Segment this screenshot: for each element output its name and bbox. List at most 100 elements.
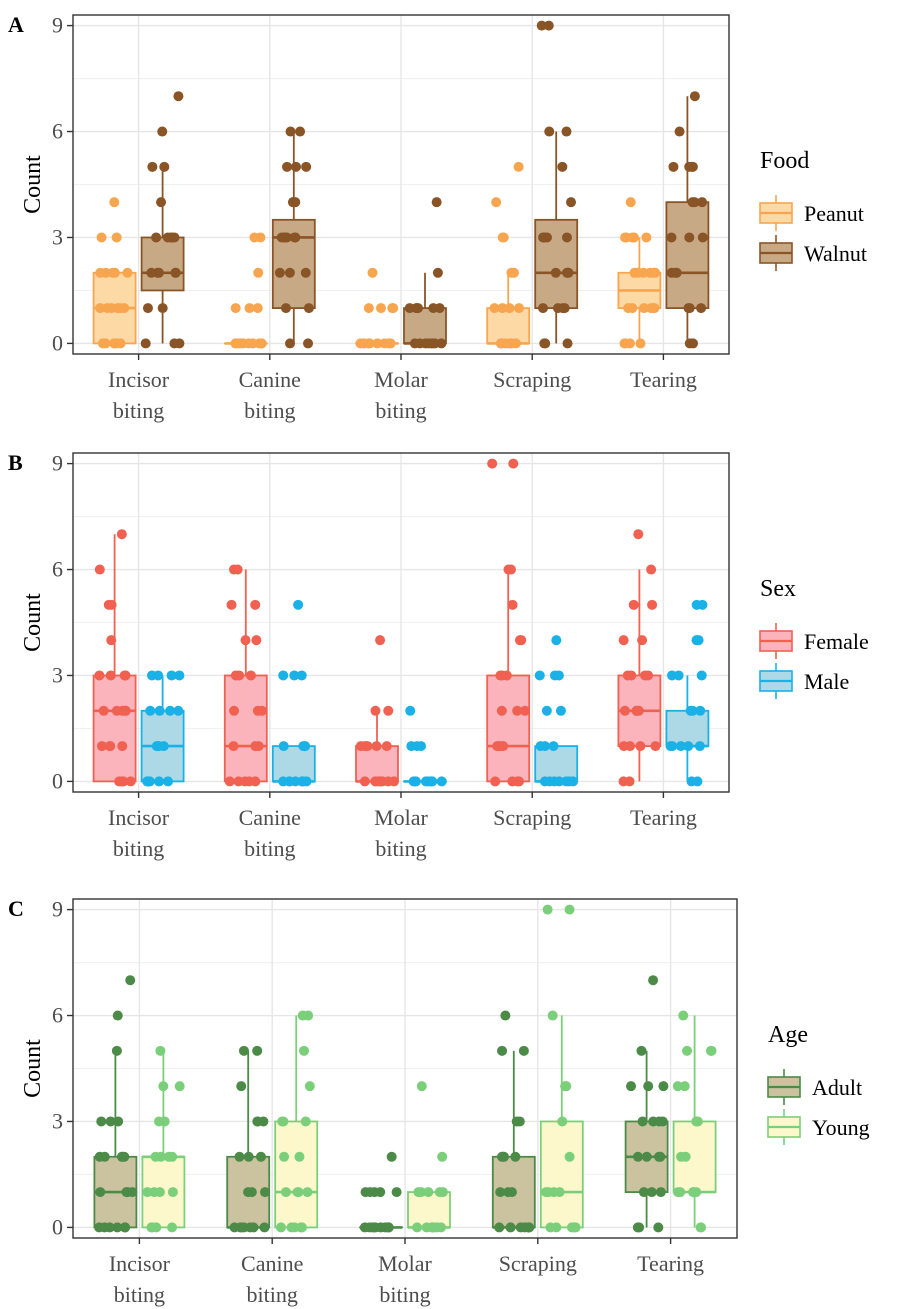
x-tick-label-line: Tearing — [637, 1251, 704, 1276]
data-point — [534, 670, 545, 681]
data-point — [561, 126, 572, 137]
panel-B: 0 3 6 9 Incisor biting Canine biting Molar biting… — [8, 450, 869, 861]
data-point — [155, 1045, 166, 1056]
x-tick-label-line: Canine — [241, 1251, 303, 1276]
data-point — [523, 1222, 534, 1233]
data-point — [498, 741, 509, 752]
data-point — [151, 232, 162, 243]
x-tick-label-line: Tearing — [630, 367, 697, 392]
data-point — [672, 1081, 683, 1092]
data-point — [487, 458, 498, 469]
data-point — [539, 776, 550, 787]
data-point — [96, 741, 107, 752]
data-point — [284, 267, 295, 278]
data-point — [568, 776, 579, 787]
data-point — [289, 670, 300, 681]
data-point — [618, 741, 629, 752]
data-point — [105, 741, 116, 752]
data-point — [255, 1151, 266, 1162]
data-point — [251, 635, 262, 646]
data-point — [296, 670, 307, 681]
x-tick-label-line: Scraping — [493, 367, 571, 392]
data-point — [671, 267, 682, 278]
data-point — [299, 1045, 310, 1056]
x-tick-label-line: biting — [114, 1282, 165, 1307]
box-A-walnut-2 — [403, 197, 447, 349]
x-tick-label: Molar biting — [374, 367, 428, 423]
data-point — [511, 1116, 522, 1127]
data-point — [538, 303, 549, 314]
data-point — [279, 1151, 290, 1162]
legend-label: Male — [804, 669, 849, 694]
data-point — [153, 670, 164, 681]
data-point — [98, 705, 109, 716]
data-point — [383, 338, 394, 349]
data-point — [111, 705, 122, 716]
data-point — [375, 1187, 386, 1198]
data-point — [113, 1116, 124, 1127]
data-point — [371, 741, 382, 752]
x-tick-label-line: biting — [244, 836, 295, 861]
data-point — [684, 232, 695, 243]
data-point — [95, 1187, 106, 1198]
data-point — [232, 564, 243, 575]
data-point — [292, 1187, 303, 1198]
data-point — [114, 303, 125, 314]
data-point — [646, 564, 657, 575]
data-point — [519, 705, 530, 716]
data-point — [157, 303, 168, 314]
x-tick-label-line: Scraping — [499, 1251, 577, 1276]
data-point — [375, 303, 386, 314]
data-point — [243, 338, 254, 349]
data-point — [229, 1222, 240, 1233]
legend-key-adult — [767, 1069, 801, 1105]
data-point — [641, 232, 652, 243]
legend-key-peanut — [759, 195, 793, 231]
data-point — [154, 1116, 165, 1127]
box-body — [140, 236, 185, 292]
legend-label: Adult — [812, 1075, 862, 1100]
data-point — [165, 232, 176, 243]
x-tick-label-line: Incisor — [109, 1251, 171, 1276]
data-point — [491, 197, 502, 208]
x-tick-label: Incisor biting — [108, 805, 170, 861]
data-point — [657, 1116, 668, 1127]
box-A-peanut-2 — [355, 267, 399, 349]
box-C-adult-3 — [491, 1010, 536, 1233]
box-A-peanut-1 — [223, 232, 268, 349]
y-axis-title: Count — [20, 155, 46, 214]
data-point — [245, 670, 256, 681]
data-point — [383, 705, 394, 716]
data-point — [159, 161, 170, 172]
x-tick-label-line: biting — [113, 398, 164, 423]
data-point — [383, 1222, 394, 1233]
data-point — [300, 1116, 311, 1127]
data-point — [274, 267, 285, 278]
data-point — [562, 338, 573, 349]
data-point — [278, 741, 289, 752]
data-point — [497, 1045, 508, 1056]
data-point — [170, 267, 181, 278]
x-tick-label-line: Incisor — [108, 367, 170, 392]
data-point — [252, 1045, 263, 1056]
data-point — [636, 1045, 647, 1056]
data-point — [246, 1187, 257, 1198]
data-point — [109, 267, 120, 278]
data-point — [97, 338, 108, 349]
box-body — [534, 745, 579, 783]
data-point — [234, 670, 245, 681]
data-point — [437, 1187, 448, 1198]
data-point — [167, 1187, 178, 1198]
x-tick-label-line: biting — [375, 398, 426, 423]
box-B-female-1 — [223, 564, 268, 787]
data-point — [683, 303, 694, 314]
y-tick-label: 6 — [52, 1003, 63, 1028]
box-A-peanut-3 — [486, 161, 531, 349]
data-point — [364, 338, 375, 349]
box-C-young-2 — [407, 1081, 451, 1233]
box-body — [223, 674, 268, 783]
data-point — [280, 1187, 291, 1198]
data-point — [291, 161, 302, 172]
data-point — [250, 776, 261, 787]
